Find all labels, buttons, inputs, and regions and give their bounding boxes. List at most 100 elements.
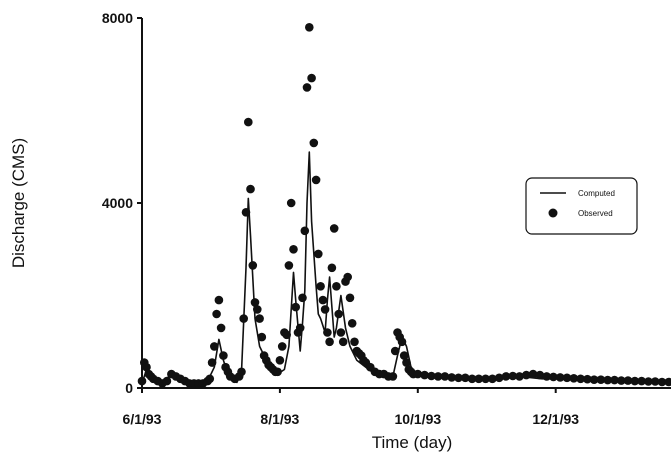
observed-point bbox=[142, 362, 151, 372]
observed-point bbox=[318, 295, 328, 305]
observed-point bbox=[327, 263, 337, 273]
observed-point bbox=[314, 249, 323, 259]
observed-point bbox=[454, 373, 463, 383]
observed-point bbox=[311, 175, 321, 185]
observed-point bbox=[137, 376, 147, 386]
observed-point bbox=[248, 261, 258, 270]
y-tick-label: 4000 bbox=[102, 195, 133, 211]
observed-point bbox=[216, 323, 226, 333]
observed-point bbox=[397, 337, 407, 347]
observed-point bbox=[244, 117, 253, 127]
observed-point bbox=[336, 328, 346, 337]
observed-point bbox=[402, 358, 411, 367]
observed-point bbox=[329, 224, 339, 233]
observed-point bbox=[427, 371, 436, 381]
x-tick-label: 6/1/93 bbox=[123, 411, 162, 427]
x-axis-title: Time (day) bbox=[372, 433, 453, 452]
observed-point bbox=[302, 83, 312, 92]
observed-point bbox=[623, 376, 633, 385]
observed-point bbox=[309, 138, 319, 148]
observed-point bbox=[481, 374, 490, 384]
observed-point bbox=[205, 374, 215, 384]
y-axis-title: Discharge (CMS) bbox=[9, 138, 28, 268]
observed-point bbox=[286, 198, 296, 208]
observed-point bbox=[583, 374, 592, 384]
observed-point bbox=[390, 346, 400, 356]
observed-point bbox=[239, 314, 248, 323]
observed-point bbox=[474, 374, 484, 384]
x-tick-label: 12/1/93 bbox=[532, 411, 579, 427]
observed-point bbox=[252, 305, 262, 314]
observed-point bbox=[250, 298, 260, 307]
observed-point bbox=[461, 373, 470, 383]
legend-dot-swatch bbox=[548, 208, 558, 218]
observed-point bbox=[508, 371, 518, 381]
observed-point bbox=[637, 376, 646, 386]
observed-point bbox=[413, 369, 423, 379]
observed-point bbox=[219, 351, 228, 360]
observed-point bbox=[246, 184, 255, 194]
observed-point bbox=[388, 372, 398, 381]
y-tick-label: 0 bbox=[125, 380, 133, 396]
observed-point bbox=[332, 282, 341, 291]
x-tick-label: 8/1/93 bbox=[260, 411, 299, 427]
observed-point bbox=[212, 309, 221, 319]
observed-point bbox=[282, 330, 292, 340]
observed-point bbox=[298, 293, 307, 303]
observed-point bbox=[300, 226, 310, 236]
observed-point bbox=[562, 373, 572, 383]
observed-point bbox=[447, 373, 457, 382]
observed-point bbox=[555, 373, 565, 382]
observed-point bbox=[347, 319, 357, 328]
observed-point bbox=[241, 208, 251, 217]
observed-point bbox=[501, 372, 511, 381]
observed-point bbox=[528, 369, 538, 379]
observed-point bbox=[284, 261, 294, 270]
observed-point bbox=[334, 309, 344, 319]
observed-point bbox=[549, 372, 558, 382]
observed-point bbox=[350, 337, 359, 347]
observed-point bbox=[596, 375, 606, 385]
observed-point bbox=[291, 302, 301, 312]
observed-point bbox=[325, 337, 334, 347]
observed-point bbox=[650, 377, 660, 386]
observed-point bbox=[316, 282, 325, 291]
observed-point bbox=[440, 372, 450, 381]
legend: Computed Observed bbox=[525, 177, 638, 235]
observed-point bbox=[630, 376, 640, 386]
observed-point bbox=[589, 375, 599, 385]
observed-point bbox=[522, 370, 531, 380]
observed-point bbox=[644, 377, 653, 386]
observed-point bbox=[603, 375, 612, 385]
legend-box bbox=[525, 177, 638, 235]
observed-point bbox=[535, 370, 545, 380]
observed-point bbox=[338, 337, 348, 347]
observed-point bbox=[610, 375, 619, 385]
observed-point bbox=[420, 370, 429, 380]
observed-point bbox=[305, 23, 314, 32]
observed-point bbox=[289, 245, 298, 254]
x-tick-label: 10/1/93 bbox=[394, 411, 441, 427]
observed-point bbox=[467, 374, 477, 384]
x-ticks: 6/1/93 8/1/93 10/1/93 12/1/93 bbox=[123, 388, 579, 427]
observed-point bbox=[345, 293, 355, 303]
observed-point bbox=[307, 73, 316, 83]
observed-point bbox=[320, 305, 330, 314]
observed-point bbox=[664, 377, 671, 387]
observed-point bbox=[207, 358, 217, 367]
observed-point bbox=[214, 295, 224, 305]
observed-point bbox=[617, 376, 626, 385]
observed-point bbox=[210, 342, 219, 351]
observed-point bbox=[542, 372, 551, 381]
observed-point bbox=[295, 323, 305, 333]
observed-point bbox=[273, 367, 282, 377]
observed-point bbox=[277, 342, 287, 351]
observed-point bbox=[162, 376, 172, 386]
observed-point bbox=[494, 373, 504, 383]
legend-label-observed: Observed bbox=[578, 209, 613, 218]
observed-point bbox=[488, 374, 497, 384]
observed-point bbox=[515, 372, 524, 381]
y-tick-label: 8000 bbox=[102, 10, 133, 26]
observed-point bbox=[275, 356, 285, 365]
legend-label-computed: Computed bbox=[578, 189, 615, 198]
